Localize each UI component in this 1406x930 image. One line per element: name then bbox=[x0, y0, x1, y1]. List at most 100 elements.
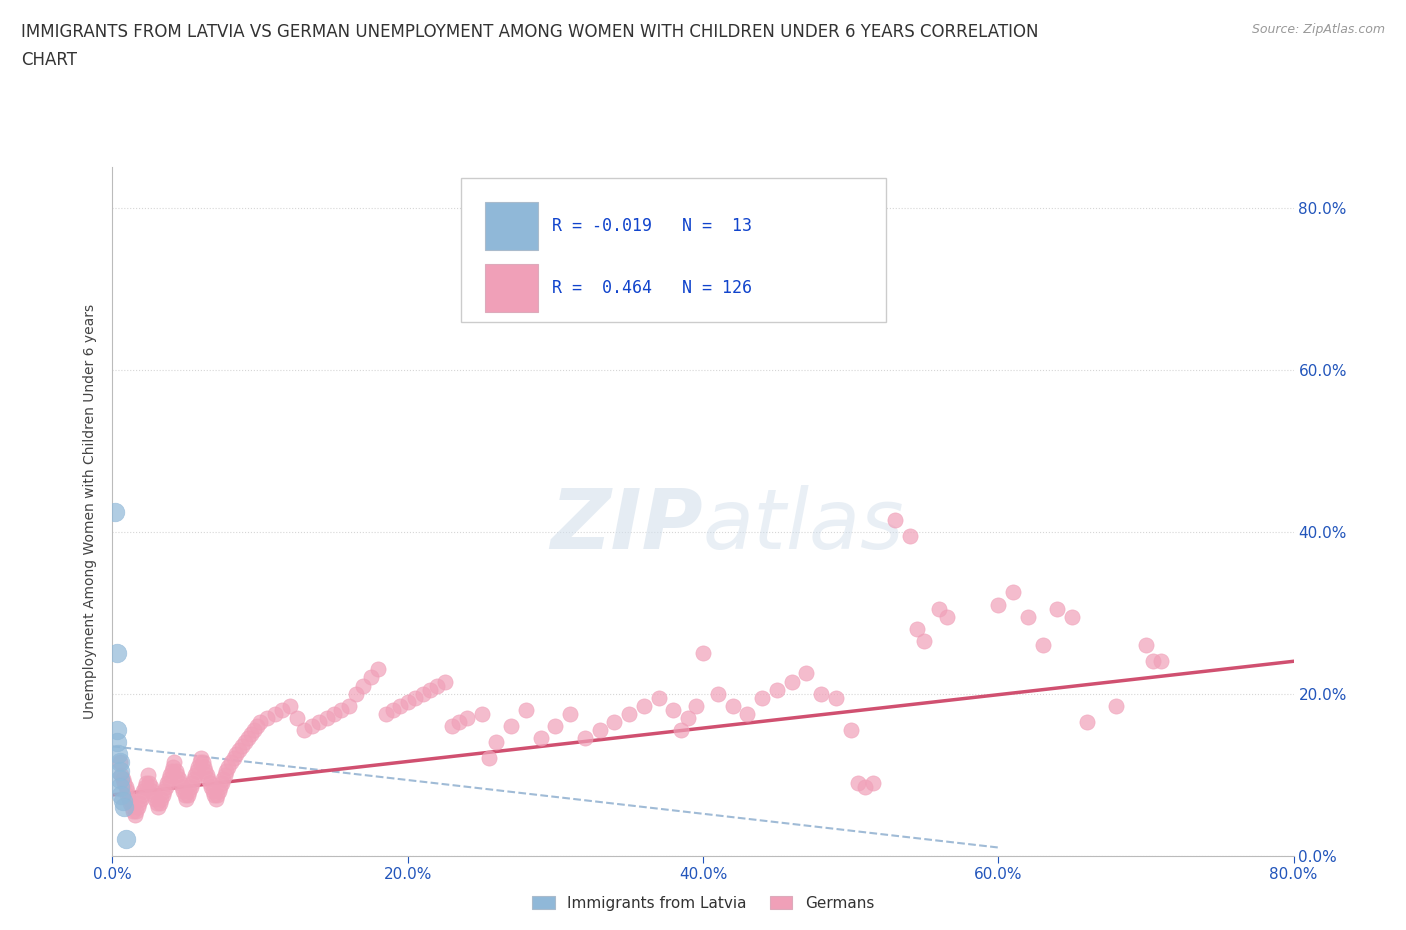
Point bbox=[441, 719, 464, 734]
Point bbox=[180, 779, 202, 794]
Point bbox=[737, 707, 759, 722]
Point bbox=[839, 723, 862, 737]
Point bbox=[315, 711, 337, 725]
Point bbox=[344, 686, 367, 701]
Point bbox=[382, 702, 405, 717]
Point bbox=[105, 735, 128, 750]
Point bbox=[122, 804, 145, 818]
Point bbox=[374, 707, 396, 722]
Point bbox=[352, 678, 374, 693]
Point bbox=[456, 711, 478, 725]
Point bbox=[215, 764, 238, 778]
Point bbox=[501, 719, 523, 734]
Point bbox=[278, 698, 301, 713]
Point bbox=[142, 788, 165, 803]
Point bbox=[796, 666, 818, 681]
Point bbox=[184, 767, 207, 782]
Point bbox=[186, 764, 208, 778]
Point bbox=[148, 800, 170, 815]
Point bbox=[110, 788, 132, 803]
Point bbox=[124, 807, 146, 822]
Point bbox=[134, 779, 156, 794]
Point bbox=[633, 698, 655, 713]
Text: R =  0.464   N = 126: R = 0.464 N = 126 bbox=[551, 279, 752, 297]
Point bbox=[205, 791, 228, 806]
Point bbox=[135, 776, 157, 790]
Point bbox=[721, 698, 744, 713]
Point bbox=[862, 776, 884, 790]
Point bbox=[156, 776, 179, 790]
Point bbox=[246, 719, 269, 734]
Point bbox=[485, 735, 508, 750]
Point bbox=[160, 764, 183, 778]
Point bbox=[544, 719, 567, 734]
Point bbox=[1150, 654, 1173, 669]
Point bbox=[449, 714, 471, 729]
Point bbox=[202, 788, 225, 803]
Point bbox=[183, 771, 205, 786]
Point bbox=[411, 686, 433, 701]
Point bbox=[108, 755, 131, 770]
Text: CHART: CHART bbox=[21, 51, 77, 69]
Point bbox=[181, 776, 204, 790]
Point bbox=[240, 726, 263, 741]
Point bbox=[194, 764, 217, 778]
Point bbox=[129, 791, 152, 806]
Point bbox=[208, 783, 231, 798]
Point bbox=[264, 707, 287, 722]
Point bbox=[766, 683, 789, 698]
Point bbox=[117, 783, 138, 798]
Point bbox=[678, 711, 700, 725]
FancyBboxPatch shape bbox=[461, 178, 886, 323]
Text: atlas: atlas bbox=[703, 485, 904, 565]
Point bbox=[396, 695, 419, 710]
Point bbox=[165, 764, 187, 778]
Point bbox=[884, 512, 907, 527]
Text: IMMIGRANTS FROM LATVIA VS GERMAN UNEMPLOYMENT AMONG WOMEN WITH CHILDREN UNDER 6 : IMMIGRANTS FROM LATVIA VS GERMAN UNEMPLO… bbox=[21, 23, 1039, 41]
Point bbox=[987, 597, 1010, 612]
Point bbox=[114, 832, 136, 847]
Point bbox=[558, 707, 582, 722]
Point bbox=[928, 601, 950, 616]
Point bbox=[810, 686, 832, 701]
Point bbox=[222, 751, 245, 766]
Point bbox=[914, 633, 936, 648]
Point bbox=[249, 714, 271, 729]
Point bbox=[1062, 609, 1084, 624]
Bar bbox=[485, 264, 537, 312]
Text: Source: ZipAtlas.com: Source: ZipAtlas.com bbox=[1251, 23, 1385, 36]
Point bbox=[157, 771, 180, 786]
Point bbox=[143, 791, 166, 806]
Point bbox=[166, 767, 188, 782]
Point bbox=[389, 698, 412, 713]
Point bbox=[105, 645, 128, 660]
Point bbox=[433, 674, 456, 689]
Point bbox=[152, 788, 174, 803]
Point bbox=[117, 788, 138, 803]
Point bbox=[419, 683, 441, 698]
Point bbox=[1017, 609, 1039, 624]
Point bbox=[138, 776, 160, 790]
Point bbox=[131, 788, 153, 803]
Point bbox=[104, 504, 127, 519]
Point bbox=[780, 674, 803, 689]
Point bbox=[669, 723, 692, 737]
Point bbox=[107, 747, 129, 762]
Point bbox=[1046, 601, 1069, 616]
Point bbox=[108, 755, 131, 770]
Point bbox=[647, 690, 671, 705]
Point bbox=[105, 723, 128, 737]
Point bbox=[136, 767, 159, 782]
Point bbox=[153, 783, 176, 798]
Point bbox=[128, 795, 150, 810]
Point bbox=[200, 779, 222, 794]
Point bbox=[108, 771, 131, 786]
Bar bbox=[485, 202, 537, 250]
Point bbox=[159, 767, 181, 782]
Point bbox=[167, 771, 190, 786]
Point bbox=[824, 690, 846, 705]
Point bbox=[588, 723, 610, 737]
Text: ZIP: ZIP bbox=[550, 485, 703, 565]
Point bbox=[174, 791, 197, 806]
Point bbox=[323, 707, 346, 722]
